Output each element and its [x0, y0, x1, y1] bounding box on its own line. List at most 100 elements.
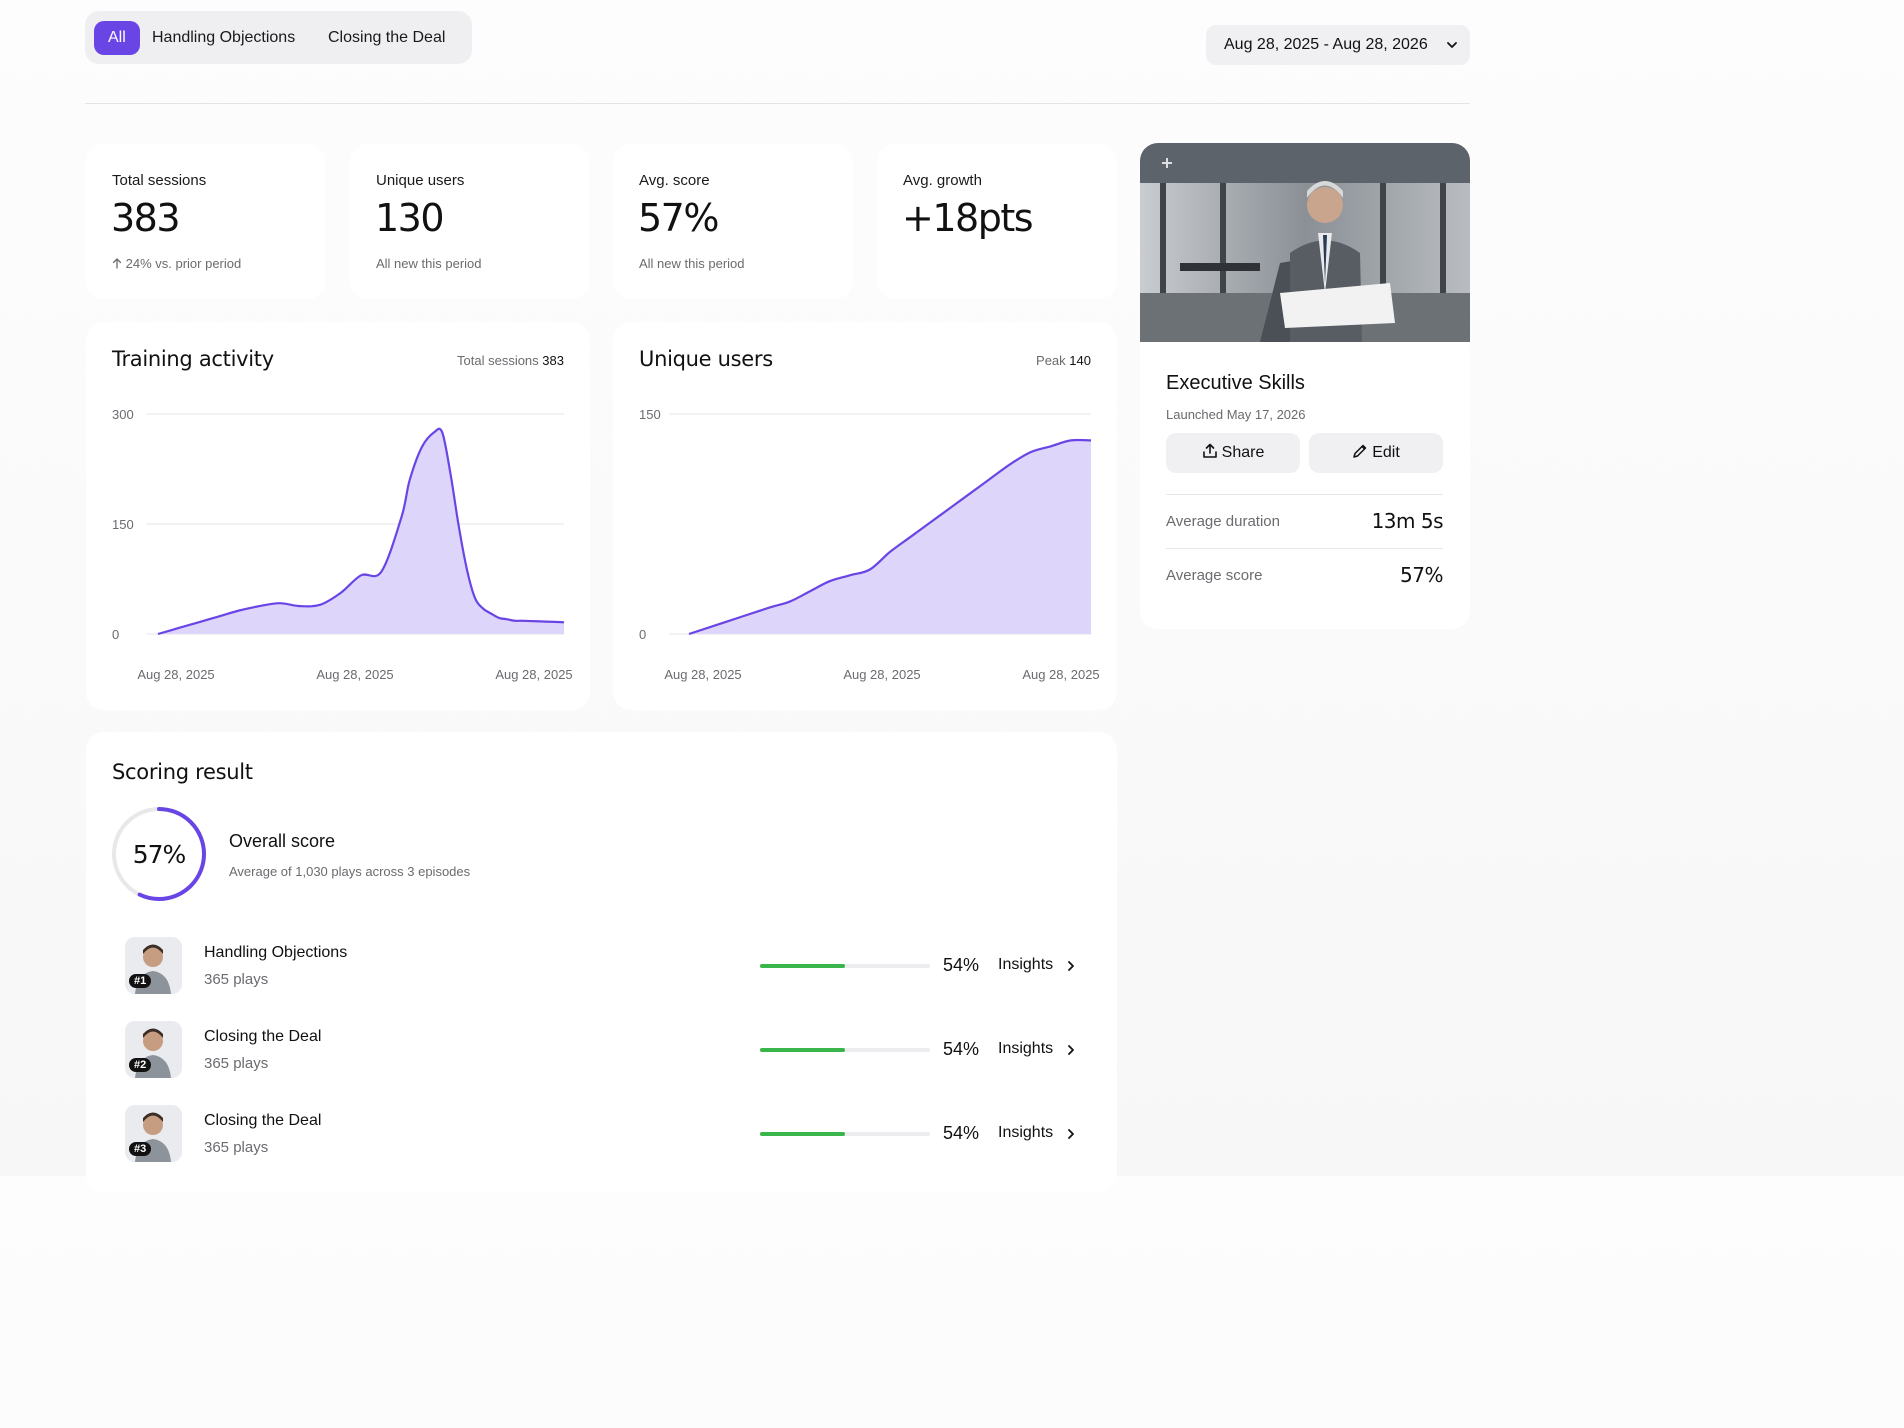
- area-line: [688, 438, 1092, 636]
- episode-plays: 365 plays: [204, 971, 269, 988]
- stat-value: 383: [111, 196, 181, 240]
- episode-score: 54%: [943, 955, 980, 975]
- y-tick-label: 150: [639, 407, 661, 422]
- stat-card-avg-growth: Avg. growth +18pts: [877, 144, 1117, 299]
- chart-title: Training activity: [112, 347, 274, 371]
- stat-trend: 24% vs. prior period: [112, 256, 241, 271]
- episode-score: 54%: [943, 1123, 980, 1143]
- score-bar-fill: [760, 1048, 845, 1052]
- y-tick-label: 150: [112, 517, 134, 532]
- training-activity-card: Training activity Total sessions 383 300…: [86, 322, 590, 710]
- header-divider: [85, 103, 1470, 104]
- date-range-picker[interactable]: Aug 28, 2025 - Aug 28, 2026: [1206, 25, 1470, 65]
- scoring-result-card: Scoring result 57% Overall score Average…: [86, 732, 1117, 1192]
- ring-progress: [112, 807, 206, 901]
- y-tick-label: 0: [112, 627, 119, 642]
- unique-users-card: Unique users Peak 140 150 0 Aug 28, 2025…: [613, 322, 1117, 710]
- course-title: Executive Skills: [1166, 372, 1305, 394]
- episode-plays: 365 plays: [204, 1055, 269, 1072]
- episode-title: Closing the Deal: [204, 1112, 322, 1129]
- chevron-right-icon: [1068, 1045, 1074, 1055]
- stat-value: 57%: [638, 196, 719, 240]
- stat-label: Total sessions: [112, 172, 207, 189]
- chart-title: Unique users: [639, 347, 773, 371]
- stat-label: Avg. growth: [903, 172, 982, 189]
- overall-score-ring: 57%: [112, 807, 206, 901]
- tab-closing-the-deal[interactable]: Closing the Deal: [328, 29, 446, 46]
- chart-meta-value: 383: [542, 353, 564, 368]
- divider: [1166, 548, 1443, 549]
- arrow-up-icon: [112, 258, 122, 269]
- share-label: Share: [1221, 444, 1265, 461]
- rank-badge: #1: [129, 974, 152, 988]
- stat-label: Unique users: [376, 172, 465, 189]
- metric-label: Average score: [1166, 567, 1263, 584]
- stat-label: Avg. score: [639, 172, 710, 189]
- stat-value: +18pts: [902, 196, 1034, 240]
- stat-sub: 24% vs. prior period: [125, 256, 242, 271]
- chevron-right-icon: [1068, 1129, 1074, 1139]
- x-tick-label: Aug 28, 2025: [137, 667, 214, 682]
- chart-meta: Total sessions 383: [457, 353, 564, 368]
- stat-sub: All new this period: [639, 256, 745, 271]
- filter-tabs: All Handling Objections Closing the Deal: [85, 11, 472, 64]
- insights-link[interactable]: Insights: [998, 956, 1074, 974]
- score-bar: [760, 964, 930, 968]
- chart-meta: Peak 140: [1036, 353, 1091, 368]
- y-tick-label: 300: [112, 407, 134, 422]
- overall-score-value: 57%: [133, 840, 186, 869]
- chart-meta-value: 140: [1069, 353, 1091, 368]
- insights-link[interactable]: Insights: [998, 1124, 1074, 1142]
- rank-badge: #2: [129, 1058, 152, 1072]
- metric-value: 13m 5s: [1371, 509, 1444, 533]
- x-tick-label: Aug 28, 2025: [664, 667, 741, 682]
- score-bar-fill: [760, 1132, 845, 1136]
- score-bar: [760, 1132, 930, 1136]
- x-tick-label: Aug 28, 2025: [843, 667, 920, 682]
- pencil-icon: [1353, 444, 1367, 458]
- list-item: #1 Handling Objections 365 plays 54% Ins…: [112, 937, 1092, 997]
- insights-label: Insights: [998, 956, 1054, 973]
- chart-meta-label: Total sessions: [457, 353, 539, 368]
- tab-all[interactable]: All: [94, 21, 140, 55]
- insights-link[interactable]: Insights: [998, 1040, 1074, 1058]
- insights-label: Insights: [998, 1040, 1054, 1057]
- course-card: Executive Skills Launched May 17, 2026 S…: [1140, 143, 1470, 629]
- share-icon: [1202, 443, 1217, 458]
- x-tick-label: Aug 28, 2025: [495, 667, 572, 682]
- area-line: [157, 427, 565, 636]
- chevron-right-icon: [1068, 961, 1074, 971]
- course-launched: Launched May 17, 2026: [1166, 407, 1306, 422]
- avatar: #1: [125, 937, 182, 994]
- avatar: #3: [125, 1105, 182, 1162]
- avatar: #2: [125, 1021, 182, 1078]
- training-activity-chart: 300 150 0 Aug 28, 2025 Aug 28, 2025 Aug …: [112, 407, 573, 682]
- x-tick-label: Aug 28, 2025: [1022, 667, 1099, 682]
- list-item: #3 Closing the Deal 365 plays 54% Insigh…: [112, 1105, 1092, 1165]
- tab-handling-objections[interactable]: Handling Objections: [152, 29, 296, 46]
- chevron-down-icon: [1447, 42, 1457, 48]
- date-range-label: Aug 28, 2025 - Aug 28, 2026: [1224, 36, 1428, 53]
- metric-value: 57%: [1400, 563, 1443, 587]
- unique-users-chart: 150 0 Aug 28, 2025 Aug 28, 2025 Aug 28, …: [639, 407, 1100, 682]
- stat-value: 130: [375, 196, 445, 240]
- metric-label: Average duration: [1166, 513, 1280, 530]
- stat-card-unique-users: Unique users 130 All new this period: [350, 144, 590, 299]
- overall-score-label: Overall score: [229, 831, 336, 851]
- edit-button[interactable]: Edit: [1309, 433, 1443, 473]
- stat-card-total-sessions: Total sessions 383 24% vs. prior period: [86, 144, 326, 299]
- episode-title: Handling Objections: [204, 944, 348, 961]
- stat-sub: All new this period: [376, 256, 482, 271]
- scoring-title: Scoring result: [112, 760, 253, 784]
- episode-score: 54%: [943, 1039, 980, 1059]
- share-button[interactable]: Share: [1166, 433, 1300, 473]
- score-bar-fill: [760, 964, 845, 968]
- stat-card-avg-score: Avg. score 57% All new this period: [613, 144, 853, 299]
- course-cover-image: [1140, 143, 1470, 342]
- score-bar: [760, 1048, 930, 1052]
- episode-title: Closing the Deal: [204, 1028, 322, 1045]
- list-item: #2 Closing the Deal 365 plays 54% Insigh…: [112, 1021, 1092, 1081]
- y-tick-label: 0: [639, 627, 646, 642]
- chart-meta-label: Peak: [1036, 353, 1066, 368]
- x-tick-label: Aug 28, 2025: [316, 667, 393, 682]
